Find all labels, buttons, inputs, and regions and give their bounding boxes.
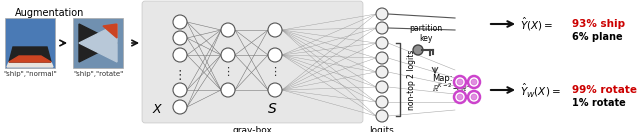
Circle shape [173,48,187,62]
Text: 99% rotate: 99% rotate [572,85,637,95]
Polygon shape [9,47,51,62]
Circle shape [376,66,388,78]
Circle shape [457,94,463,100]
Circle shape [376,110,388,122]
Circle shape [173,100,187,114]
Text: ⋮: ⋮ [223,67,234,77]
Text: 1% rotate: 1% rotate [572,98,626,108]
Text: Augmentation: Augmentation [15,8,84,18]
Text: 6% plane: 6% plane [572,32,623,42]
Circle shape [173,31,187,45]
Text: ⋮: ⋮ [269,67,280,77]
Text: X: X [153,103,162,116]
Polygon shape [103,24,117,38]
Text: partition
key: partition key [410,24,443,43]
Text: "ship","rotate": "ship","rotate" [73,71,123,77]
Circle shape [221,23,235,37]
Text: 93% ship: 93% ship [572,19,625,29]
Circle shape [173,83,187,97]
Circle shape [376,22,388,34]
Circle shape [376,52,388,64]
Text: ⋮: ⋮ [173,69,186,81]
Circle shape [468,91,480,103]
Text: $\hat{Y}_W(X) = $: $\hat{Y}_W(X) = $ [520,81,561,99]
Circle shape [376,8,388,20]
FancyBboxPatch shape [73,18,123,68]
Text: S: S [268,102,276,116]
Circle shape [221,48,235,62]
Text: logits: logits [370,126,394,132]
Text: Map:: Map: [432,74,452,83]
Polygon shape [9,56,51,62]
Text: $\hat{Y}(X) = $: $\hat{Y}(X) = $ [520,15,553,33]
Circle shape [268,83,282,97]
Circle shape [376,96,388,108]
Polygon shape [7,62,53,67]
Text: $\mathbb{R}^{K-2}\rightarrow\mathbb{R}^2$: $\mathbb{R}^{K-2}\rightarrow\mathbb{R}^2… [432,82,472,94]
Text: gray-box: gray-box [232,126,272,132]
Circle shape [454,91,466,103]
Circle shape [268,23,282,37]
Text: non-top 2 logits: non-top 2 logits [408,49,417,110]
Text: "ship","normal": "ship","normal" [3,71,57,77]
Circle shape [376,81,388,93]
Circle shape [268,48,282,62]
Circle shape [173,15,187,29]
Circle shape [457,79,463,85]
Circle shape [376,37,388,49]
Circle shape [468,76,480,88]
Polygon shape [79,24,117,62]
FancyBboxPatch shape [142,1,363,123]
FancyBboxPatch shape [5,18,55,68]
Circle shape [221,83,235,97]
Circle shape [454,76,466,88]
Circle shape [471,94,477,100]
Circle shape [413,45,423,55]
Polygon shape [79,24,117,62]
Circle shape [471,79,477,85]
